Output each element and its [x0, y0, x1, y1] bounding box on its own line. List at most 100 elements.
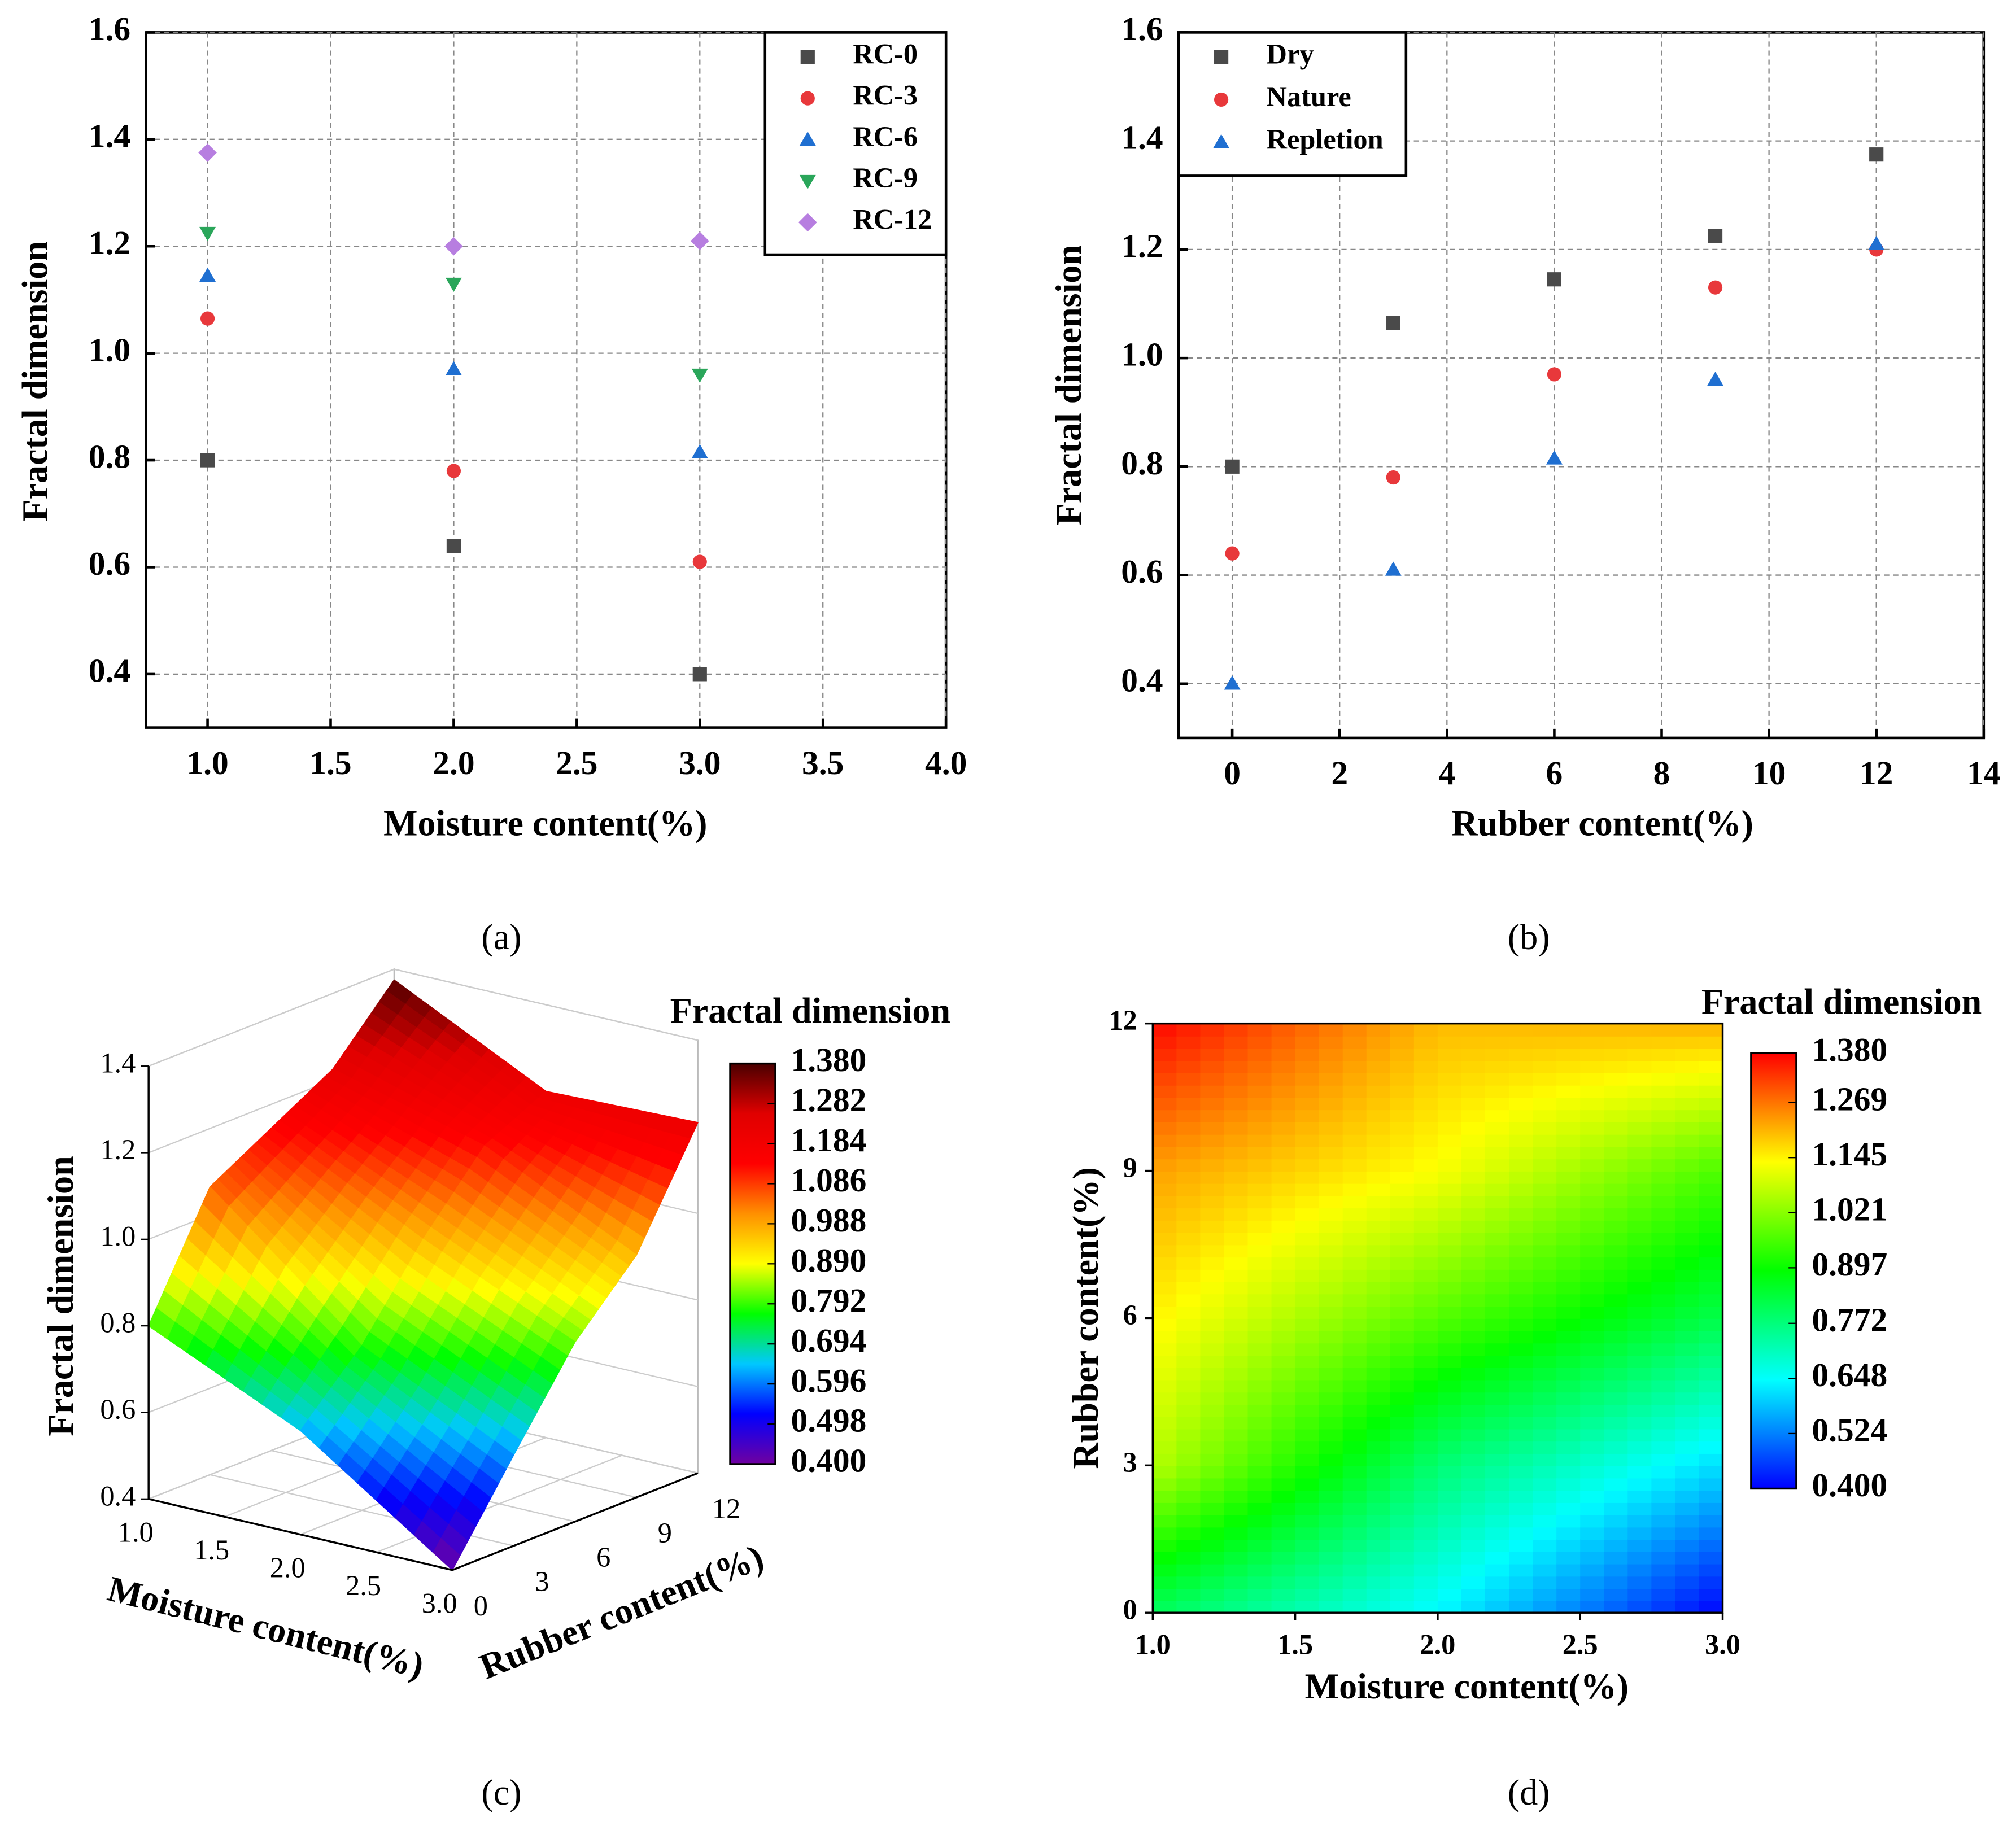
- heat-cell: [1675, 1478, 1700, 1491]
- marker-triangle: [1868, 235, 1885, 250]
- heat-cell: [1533, 1453, 1557, 1466]
- heat-cell: [1461, 1575, 1486, 1589]
- marker-diamond: [444, 237, 463, 256]
- heat-cell: [1461, 1551, 1486, 1565]
- heat-cell: [1413, 1391, 1439, 1405]
- y-tick-label: 1.6: [1121, 10, 1163, 47]
- panel-caption: (d): [1508, 1772, 1550, 1812]
- heat-cell: [1533, 1355, 1557, 1368]
- z-tick-label: 0.4: [100, 1480, 136, 1512]
- marker-triangle-down: [445, 277, 462, 292]
- heat-cell: [1580, 1440, 1605, 1454]
- heat-cell: [1461, 1429, 1486, 1442]
- heat-cell: [1224, 1293, 1249, 1307]
- heat-cell: [1699, 1502, 1723, 1515]
- heat-cell: [1366, 1367, 1391, 1381]
- heat-cell: [1437, 1404, 1463, 1417]
- heat-cell: [1366, 1416, 1391, 1430]
- heat-cell: [1200, 1489, 1225, 1503]
- colorbar-tick-label: 1.086: [791, 1161, 867, 1199]
- heat-cell: [1247, 1048, 1272, 1061]
- heat-cell: [1342, 1551, 1368, 1565]
- heat-cell: [1651, 1109, 1676, 1122]
- heat-cell: [1437, 1575, 1463, 1589]
- heat-cell: [1437, 1429, 1463, 1442]
- heat-cell: [1461, 1220, 1486, 1233]
- marker-square: [1386, 316, 1400, 330]
- heat-cell: [1580, 1342, 1605, 1356]
- heat-cell: [1295, 1453, 1320, 1466]
- heat-cell: [1200, 1134, 1225, 1147]
- heat-cell: [1342, 1539, 1368, 1552]
- heat-cell: [1200, 1036, 1225, 1049]
- heat-cell: [1366, 1269, 1391, 1282]
- heat-cell: [1366, 1563, 1391, 1577]
- heat-cell: [1485, 1588, 1510, 1601]
- heat-cell: [1247, 1600, 1272, 1614]
- heat-cell: [1651, 1429, 1676, 1442]
- heat-cell: [1271, 1367, 1296, 1381]
- x-tick-label: 2.0: [433, 744, 474, 781]
- heat-cell: [1390, 1367, 1415, 1381]
- heat-cell: [1247, 1134, 1272, 1147]
- heat-cell: [1509, 1134, 1534, 1147]
- heat-cell: [1604, 1342, 1629, 1356]
- heat-cell: [1390, 1023, 1415, 1037]
- heat-cell: [1224, 1281, 1249, 1295]
- heat-cell: [1390, 1527, 1415, 1540]
- heat-cell: [1271, 1600, 1296, 1614]
- heat-cell: [1651, 1379, 1676, 1393]
- legend-label: RC-12: [853, 203, 932, 235]
- heat-cell: [1366, 1575, 1391, 1589]
- heat-cell: [1651, 1023, 1676, 1037]
- heat-cell: [1342, 1489, 1368, 1503]
- heat-cell: [1153, 1085, 1177, 1098]
- heat-cell: [1533, 1121, 1557, 1135]
- heat-cell: [1319, 1109, 1344, 1122]
- heat-cell: [1556, 1170, 1581, 1184]
- heat-cell: [1271, 1036, 1296, 1049]
- heat-cell: [1509, 1158, 1534, 1172]
- heat-cell: [1699, 1575, 1723, 1589]
- heat-cell: [1675, 1048, 1700, 1061]
- heat-cell: [1295, 1318, 1320, 1331]
- heat-cell: [1390, 1036, 1415, 1049]
- heat-cell: [1153, 1183, 1177, 1196]
- heat-cell: [1271, 1355, 1296, 1368]
- heat-cell: [1200, 1256, 1225, 1270]
- heat-cell: [1580, 1134, 1605, 1147]
- heat-cell: [1437, 1256, 1463, 1270]
- heat-cell: [1342, 1121, 1368, 1135]
- heat-cell: [1176, 1244, 1201, 1258]
- heat-cell: [1295, 1527, 1320, 1540]
- heat-cell: [1675, 1134, 1700, 1147]
- heat-cell: [1627, 1232, 1652, 1246]
- heat-cell: [1437, 1158, 1463, 1172]
- heat-cell: [1295, 1465, 1320, 1479]
- heat-cell: [1699, 1379, 1723, 1393]
- heat-cell: [1461, 1367, 1486, 1381]
- y-tick-label: 1.4: [1121, 119, 1163, 156]
- heat-cell: [1533, 1244, 1557, 1258]
- heat-cell: [1509, 1318, 1534, 1331]
- heat-cell: [1461, 1048, 1486, 1061]
- heat-cell: [1319, 1072, 1344, 1086]
- heat-cell: [1627, 1183, 1652, 1196]
- heat-cell: [1437, 1502, 1463, 1515]
- heat-cell: [1224, 1342, 1249, 1356]
- x-tick-label: 2.5: [556, 744, 597, 781]
- heat-cell: [1580, 1232, 1605, 1246]
- heat-cell: [1200, 1060, 1225, 1073]
- heat-cell: [1509, 1563, 1534, 1577]
- heat-cell: [1271, 1379, 1296, 1393]
- heat-cell: [1366, 1244, 1391, 1258]
- heat-cell: [1319, 1207, 1344, 1221]
- heat-cell: [1627, 1600, 1652, 1614]
- heat-cell: [1342, 1293, 1368, 1307]
- heat-cell: [1627, 1404, 1652, 1417]
- heat-cell: [1699, 1318, 1723, 1331]
- heat-cell: [1224, 1244, 1249, 1258]
- heat-cell: [1200, 1539, 1225, 1552]
- heat-cell: [1604, 1465, 1629, 1479]
- heat-cell: [1153, 1195, 1177, 1209]
